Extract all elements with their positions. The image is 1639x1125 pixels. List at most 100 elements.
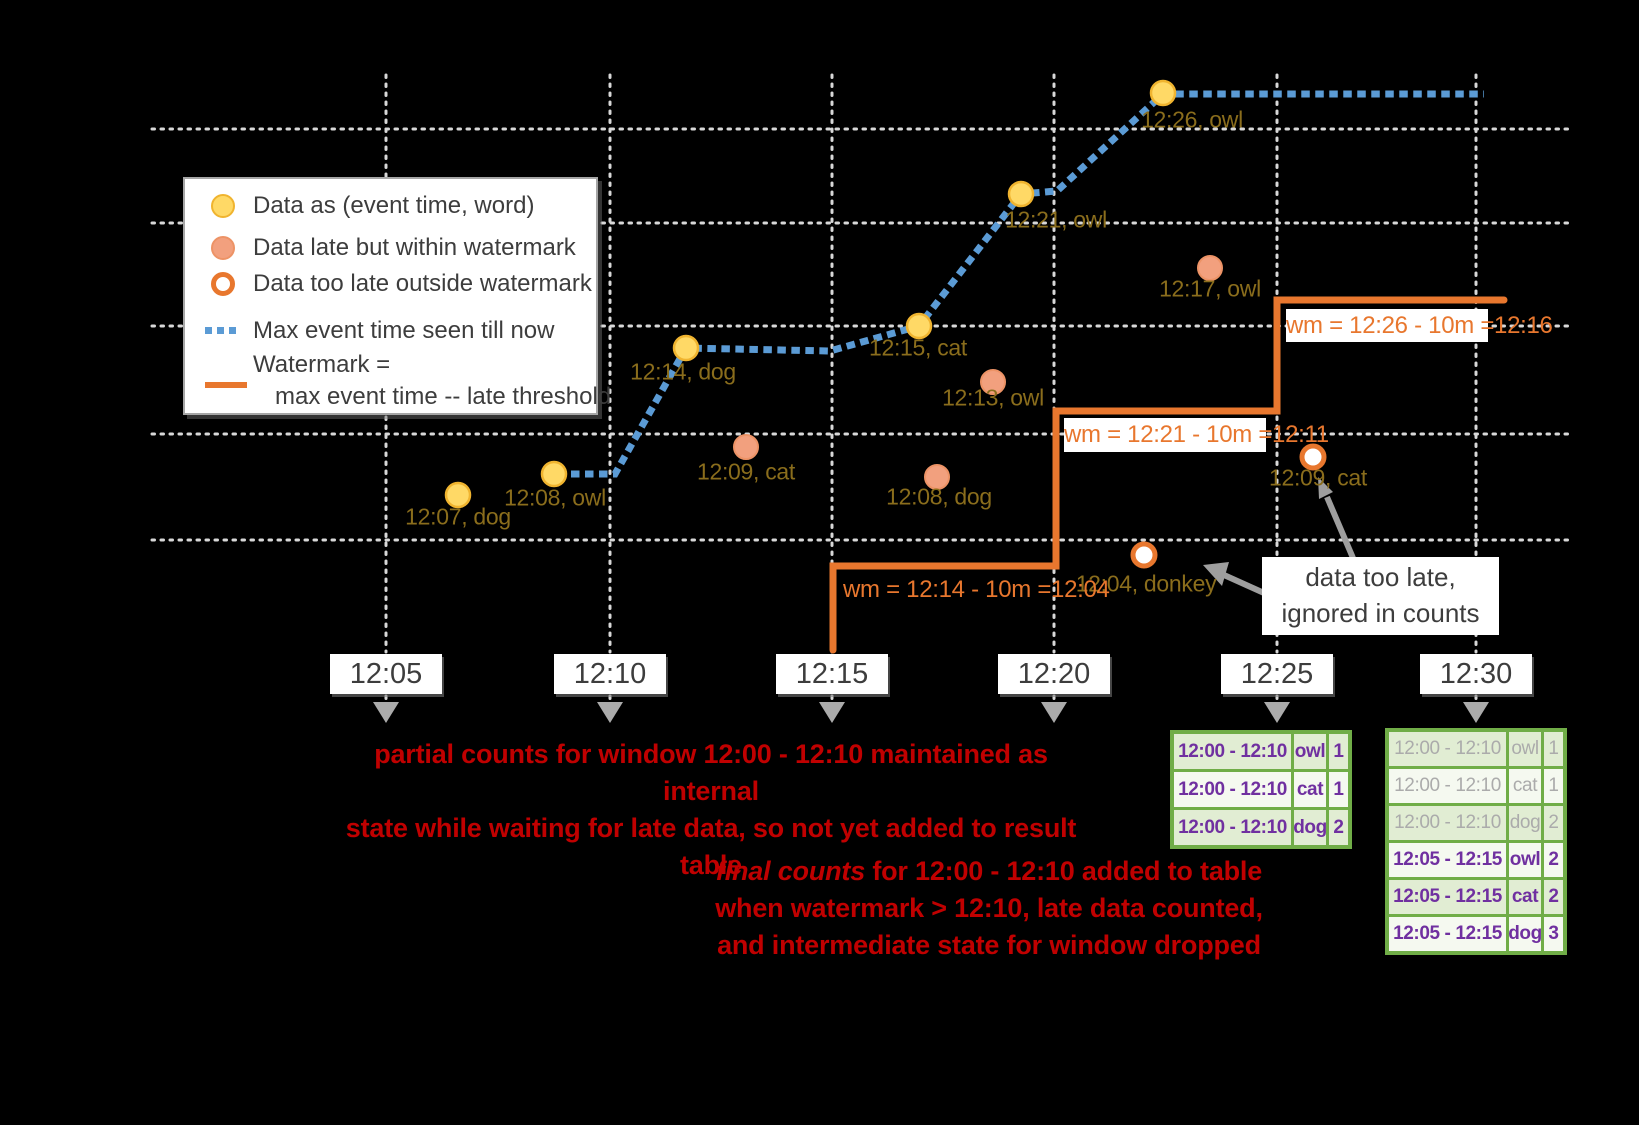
tick-label-12-15: 12:15 — [776, 654, 888, 694]
word-cell: owl — [1509, 732, 1541, 766]
late-data-points — [733, 255, 1223, 490]
tick-label-12-30: 12:30 — [1420, 654, 1532, 694]
count-cell: 1 — [1544, 769, 1563, 803]
partial-counts-note: partial counts for window 12:00 - 12:10 … — [330, 736, 1092, 884]
legend: Data as (event time, word) Data late but… — [183, 177, 611, 415]
point-label: 12:26, owl — [1141, 106, 1243, 133]
word-cell: cat — [1509, 880, 1541, 914]
point-label: 12:04, donkey — [1075, 570, 1217, 597]
partial-counts-note-line1: partial counts for window 12:00 - 12:10 … — [374, 739, 1048, 806]
point-label: 12:13, owl — [942, 384, 1044, 411]
legend-watermark-label-2: max event time -- late threshold — [275, 383, 612, 410]
legend-watermark-label-1: Watermark = — [253, 351, 391, 378]
data-point — [1130, 541, 1158, 569]
legend-item-label: Data as (event time, word) — [253, 192, 535, 219]
too-late-ring-icon — [211, 272, 235, 296]
too-late-annotation-line2: ignored in counts — [1281, 598, 1480, 628]
window-cell: 12:00 - 12:10 — [1174, 772, 1291, 807]
annotation-arrows — [1203, 477, 1356, 596]
window-cell: 12:05 - 12:15 — [1389, 880, 1506, 914]
word-cell: cat — [1509, 769, 1541, 803]
final-counts-lead: final counts — [715, 856, 866, 886]
watermark-label-2: wm = 12:21 - 10m =12:11 — [1064, 418, 1329, 452]
point-label: 12:21, owl — [1005, 206, 1107, 233]
data-point — [1299, 443, 1327, 471]
watermark-label-1: wm = 12:14 - 10m =12:04 — [843, 576, 1110, 603]
down-arrow-icon — [1463, 702, 1489, 723]
count-cell: 1 — [1329, 772, 1348, 807]
point-label: 12:09, cat — [696, 458, 796, 485]
count-cell: 1 — [1544, 732, 1563, 766]
result-table-2: 12:00 - 12:10 owl 1 12:00 - 12:10 cat 1 … — [1385, 728, 1567, 955]
max-event-time-line-icon — [205, 327, 241, 334]
count-cell: 2 — [1544, 880, 1563, 914]
down-arrow-icon — [597, 702, 623, 723]
table-row: 12:05 - 12:15 dog 3 — [1389, 917, 1563, 951]
final-counts-note: final counts for 12:00 - 12:10 added to … — [700, 853, 1278, 964]
count-cell: 2 — [1544, 843, 1563, 877]
down-arrow-icon — [1041, 702, 1067, 723]
data-point — [924, 464, 950, 490]
watermark-line-icon — [205, 382, 247, 388]
watermark-line — [829, 296, 1508, 654]
point-label: 12:08, dog — [886, 483, 992, 510]
window-cell: 12:00 - 12:10 — [1389, 732, 1506, 766]
result-table-1: 12:00 - 12:10 owl 1 12:00 - 12:10 cat 1 … — [1170, 730, 1352, 849]
point-label: 12:17, owl — [1159, 275, 1261, 302]
final-counts-note-line2: when watermark > 12:10, late data counte… — [715, 893, 1263, 923]
window-cell: 12:00 - 12:10 — [1174, 734, 1291, 769]
data-point — [980, 369, 1006, 395]
point-label: 12:09, cat — [1268, 464, 1368, 491]
tick-label-12-25: 12:25 — [1221, 654, 1333, 694]
watermark-label-3: wm = 12:26 - 10m =12:16 — [1286, 309, 1553, 342]
final-counts-line1-rest: for 12:00 - 12:10 added to table — [865, 856, 1263, 886]
axis-arrow-icons — [373, 702, 1489, 723]
arrow-to-late-cat — [1324, 495, 1356, 560]
on-time-data-points — [444, 79, 1177, 509]
data-point — [1149, 79, 1177, 107]
window-cell: 12:05 - 12:15 — [1389, 917, 1506, 951]
window-cell: 12:00 - 12:10 — [1389, 806, 1506, 840]
too-late-annotation: data too late, ignored in counts — [1262, 557, 1499, 635]
data-point — [540, 460, 568, 488]
window-cell: 12:05 - 12:15 — [1389, 843, 1506, 877]
count-cell: 2 — [1544, 806, 1563, 840]
table-row: 12:00 - 12:10 dog 2 — [1174, 810, 1348, 845]
data-point — [1197, 255, 1223, 281]
word-cell: owl — [1509, 843, 1541, 877]
late-dot-icon — [211, 236, 235, 260]
point-label: 12:07, dog — [405, 503, 511, 530]
data-point — [733, 434, 759, 460]
table-row: 12:05 - 12:15 cat 2 — [1389, 880, 1563, 914]
legend-max-event-label: Max event time seen till now — [253, 317, 555, 344]
final-counts-note-line3: and intermediate state for window droppe… — [717, 930, 1261, 960]
too-late-data-points — [1130, 443, 1327, 569]
word-cell: dog — [1509, 806, 1541, 840]
table-row: 12:05 - 12:15 owl 2 — [1389, 843, 1563, 877]
down-arrow-icon — [819, 702, 845, 723]
window-cell: 12:00 - 12:10 — [1174, 810, 1291, 845]
word-cell: owl — [1294, 734, 1326, 769]
word-cell: dog — [1294, 810, 1326, 845]
table-row: 12:00 - 12:10 dog 2 — [1389, 806, 1563, 840]
data-point — [444, 481, 472, 509]
data-point — [1007, 180, 1035, 208]
point-label: 12:15, cat — [868, 334, 968, 361]
count-cell: 2 — [1329, 810, 1348, 845]
too-late-annotation-line1: data too late, — [1305, 562, 1456, 592]
table-row: 12:00 - 12:10 cat 1 — [1389, 769, 1563, 803]
window-cell: 12:00 - 12:10 — [1389, 769, 1506, 803]
arrow-head-icon — [1318, 477, 1333, 499]
data-point — [672, 334, 700, 362]
point-label: 12:08, owl — [504, 484, 606, 511]
point-label: 12:14, dog — [630, 358, 736, 385]
table-row: 12:00 - 12:10 owl 1 — [1389, 732, 1563, 766]
table-row: 12:00 - 12:10 cat 1 — [1174, 772, 1348, 807]
on-time-dot-icon — [211, 194, 235, 218]
count-cell: 3 — [1544, 917, 1563, 951]
down-arrow-icon — [1264, 702, 1290, 723]
arrow-to-donkey — [1222, 572, 1266, 596]
tick-label-12-20: 12:20 — [998, 654, 1110, 694]
partial-counts-note-line2: state while waiting for late data, so no… — [345, 813, 1077, 880]
